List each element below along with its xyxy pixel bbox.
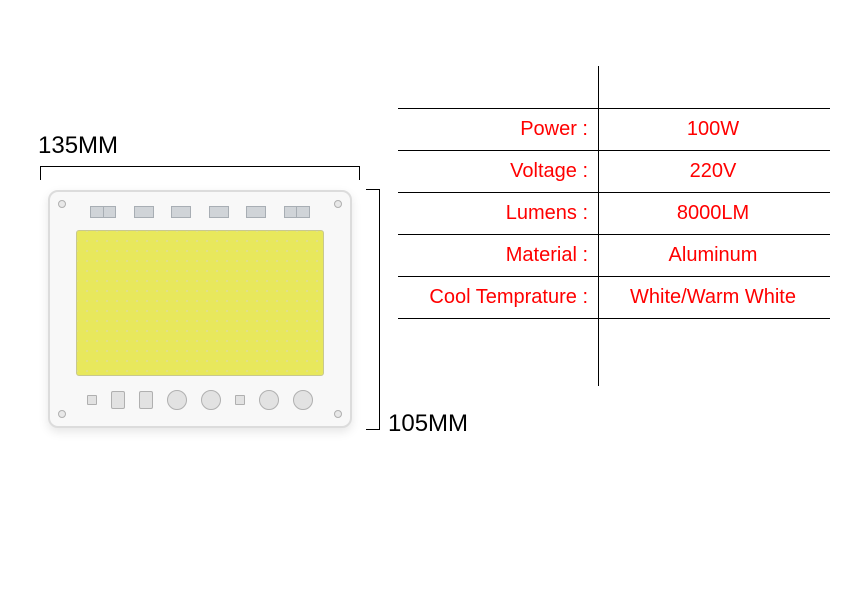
spec-row: Material :Aluminum [398, 234, 830, 276]
height-dimension-bracket [366, 189, 380, 430]
spec-label: Power : [398, 118, 596, 141]
board-component [134, 206, 154, 218]
spec-label: Cool Temprature : [398, 286, 596, 309]
spec-value: 8000LM [596, 202, 830, 225]
width-dimension-bracket [40, 166, 360, 180]
spec-row: Voltage :220V [398, 150, 830, 192]
spec-value: 220V [596, 160, 830, 183]
board-component [284, 206, 310, 218]
corner-screw [58, 410, 66, 418]
board-component [209, 206, 229, 218]
spec-row: Lumens :8000LM [398, 192, 830, 234]
spec-value: Aluminum [596, 244, 830, 267]
board-component [246, 206, 266, 218]
table-row-divider [398, 318, 830, 319]
spec-label: Material : [398, 244, 596, 267]
board-component [235, 395, 245, 405]
board-component [171, 206, 191, 218]
board-component [259, 390, 279, 410]
board-component [139, 391, 153, 409]
height-dimension-label: 105MM [388, 410, 468, 438]
corner-screw [58, 200, 66, 208]
top-component-row [90, 206, 310, 220]
width-dimension-label: 135MM [38, 132, 118, 160]
spec-label: Lumens : [398, 202, 596, 225]
corner-screw [334, 200, 342, 208]
board-component [87, 395, 97, 405]
board-component [167, 390, 187, 410]
spec-label: Voltage : [398, 160, 596, 183]
bottom-component-row [80, 388, 320, 412]
led-dot-grid [77, 231, 323, 375]
board-component [111, 391, 125, 409]
board-component [90, 206, 116, 218]
spec-value: 100W [596, 118, 830, 141]
spec-row: Cool Temprature :White/Warm White [398, 276, 830, 318]
board-component [201, 390, 221, 410]
product-board-illustration [48, 190, 352, 428]
led-panel [76, 230, 324, 376]
board-component [293, 390, 313, 410]
spec-row: Power :100W [398, 108, 830, 150]
corner-screw [334, 410, 342, 418]
spec-value: White/Warm White [596, 286, 830, 309]
